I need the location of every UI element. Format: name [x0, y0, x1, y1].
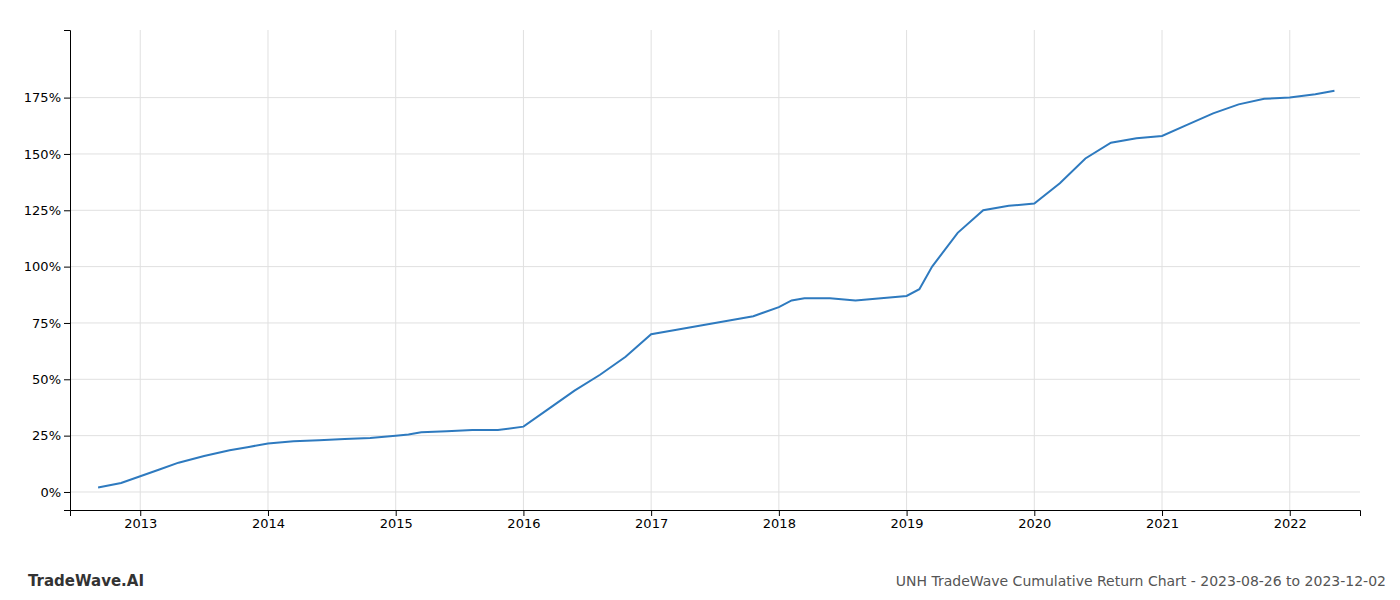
y-axis-tick-mark — [64, 98, 70, 99]
x-grid-line — [395, 30, 396, 510]
x-grid-line — [1034, 30, 1035, 510]
x-axis-tick-mark — [1162, 510, 1163, 516]
x-axis-tick-label: 2013 — [124, 516, 157, 531]
x-axis-tick: 2017 — [635, 510, 668, 531]
x-axis-tick: 2016 — [507, 510, 540, 531]
x-axis-tick: 2021 — [1146, 510, 1179, 531]
y-grid-line — [70, 379, 1360, 380]
y-axis-tick-mark — [64, 154, 70, 155]
x-axis-tick-label: 2014 — [252, 516, 285, 531]
y-axis-tick-label: 125% — [24, 203, 61, 218]
y-axis-tick: 175% — [24, 90, 70, 105]
y-grid-line — [70, 153, 1360, 154]
y-axis-tick-label: 50% — [32, 372, 61, 387]
x-axis-tick-mark — [907, 510, 908, 516]
y-axis-tick-mark — [64, 436, 70, 437]
x-grid-line — [140, 30, 141, 510]
y-axis-tick: 150% — [24, 147, 70, 162]
x-axis-tick-label: 2018 — [763, 516, 796, 531]
x-axis-tick-label: 2017 — [635, 516, 668, 531]
y-axis-tick-mark — [64, 379, 70, 380]
x-axis-tick-label: 2016 — [507, 516, 540, 531]
y-axis-line — [64, 31, 71, 511]
y-axis: 0% 25% 50% 75% 100% 125% 150% 175% — [24, 31, 71, 511]
x-axis-tick-mark — [651, 510, 652, 516]
x-grid-line — [1162, 30, 1163, 510]
y-grid-line — [70, 491, 1360, 492]
x-grid-line — [778, 30, 779, 510]
y-axis-tick: 25% — [32, 428, 70, 443]
x-axis-tick: 2013 — [124, 510, 157, 531]
y-grid-line — [70, 210, 1360, 211]
y-axis-tick-mark — [64, 210, 70, 211]
x-axis-tick-mark — [1034, 510, 1035, 516]
x-grid-line — [1289, 30, 1290, 510]
x-axis-tick-mark — [779, 510, 780, 516]
x-axis: 2013 2014 2015 2016 2017 2018 2019 2020 2021 2022 — [71, 510, 1361, 531]
title: UNH TradeWave Cumulative Return Chart - … — [896, 573, 1386, 589]
x-grid-line — [523, 30, 524, 510]
x-axis-tick-label: 2021 — [1146, 516, 1179, 531]
y-grid-line — [70, 97, 1360, 98]
x-axis-tick-label: 2015 — [380, 516, 413, 531]
x-grid-line — [267, 30, 268, 510]
x-axis-tick-mark — [268, 510, 269, 516]
x-axis-tick: 2014 — [252, 510, 285, 531]
x-axis-tick-mark — [1290, 510, 1291, 516]
x-axis-tick-mark — [396, 510, 397, 516]
y-axis-tick: 100% — [24, 259, 70, 274]
y-axis-tick-label: 25% — [32, 428, 61, 443]
y-axis-tick-mark — [64, 267, 70, 268]
x-axis-line — [71, 511, 1361, 517]
x-axis-tick: 2022 — [1274, 510, 1307, 531]
x-axis-tick-label: 2020 — [1018, 516, 1051, 531]
y-axis-tick-mark — [64, 323, 70, 324]
y-grid-line — [70, 435, 1360, 436]
watermark: TradeWave.AI — [28, 572, 144, 590]
y-axis-tick-label: 150% — [24, 147, 61, 162]
grid — [70, 30, 1360, 510]
x-axis-tick-label: 2019 — [891, 516, 924, 531]
x-axis-tick: 2020 — [1018, 510, 1051, 531]
plot-area — [98, 91, 1334, 488]
x-axis-tick-mark — [140, 510, 141, 516]
line — [98, 91, 1334, 488]
x-axis-tick: 2019 — [891, 510, 924, 531]
chart: 2013 2014 2015 2016 2017 2018 2019 2020 2021 2022… — [0, 0, 1400, 600]
y-axis-tick: 125% — [24, 203, 70, 218]
y-axis-tick: 75% — [32, 316, 70, 331]
y-axis-tick: 50% — [32, 372, 70, 387]
y-axis-tick-label: 75% — [32, 316, 61, 331]
y-grid-line — [70, 266, 1360, 267]
x-axis-tick: 2018 — [763, 510, 796, 531]
y-axis-tick: 0% — [40, 485, 70, 500]
y-axis-tick-label: 100% — [24, 259, 61, 274]
x-grid-line — [651, 30, 652, 510]
y-axis-tick-label: 175% — [24, 90, 61, 105]
y-axis-tick-label: 0% — [40, 485, 61, 500]
x-grid-line — [906, 30, 907, 510]
y-axis-tick-mark — [64, 492, 70, 493]
x-axis-tick-label: 2022 — [1274, 516, 1307, 531]
x-axis-tick-mark — [523, 510, 524, 516]
x-axis-tick: 2015 — [380, 510, 413, 531]
